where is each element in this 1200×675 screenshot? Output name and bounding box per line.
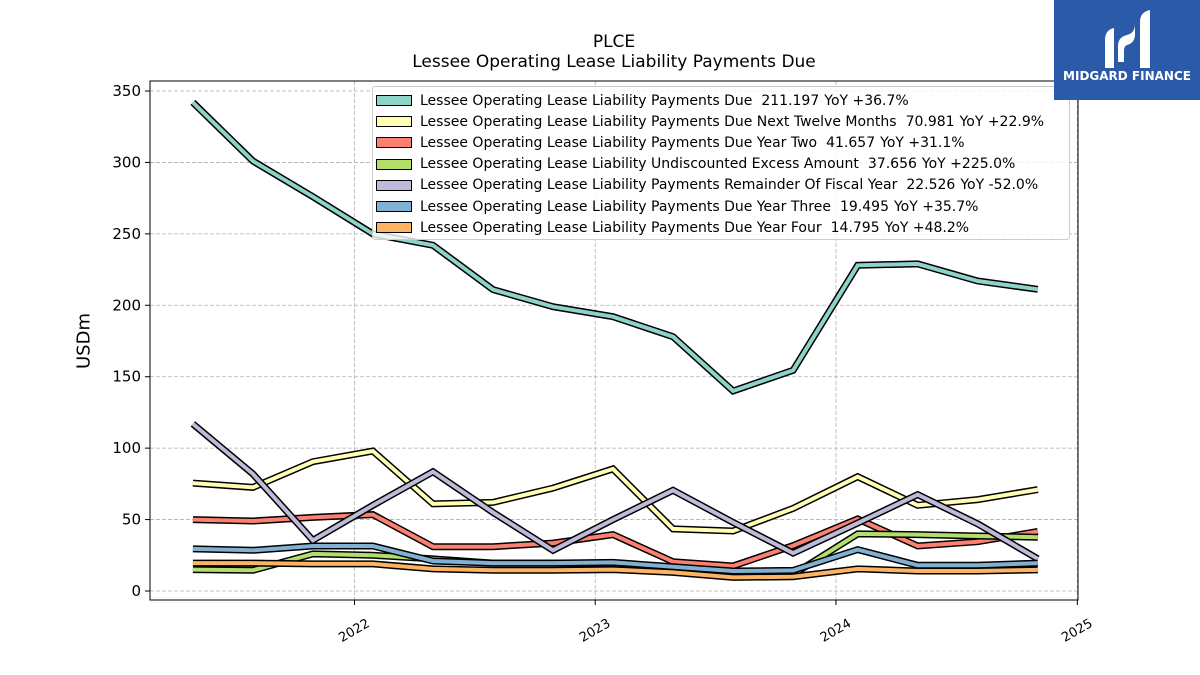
series-line-payments-due-year-three bbox=[192, 544, 1038, 574]
legend-latest-value: 19.495 bbox=[839, 198, 889, 215]
chart-title: PLCE bbox=[593, 32, 635, 52]
legend: Lessee Operating Lease Liability Payment… bbox=[372, 86, 1070, 240]
y-tick-label: 100 bbox=[112, 439, 141, 457]
series-line-payments-due bbox=[191, 100, 1039, 394]
legend-yoy: YoY +31.1% bbox=[880, 134, 965, 151]
legend-entry: Lessee Operating Lease Liability Payment… bbox=[376, 217, 1069, 238]
legend-entry: Lessee Operating Lease Liability Undisco… bbox=[376, 154, 1069, 175]
series-lines bbox=[190, 99, 1040, 581]
legend-label: Lessee Operating Lease Liability Payment… bbox=[420, 219, 822, 236]
legend-label: Lessee Operating Lease Liability Undisco… bbox=[420, 156, 859, 173]
legend-entry: Lessee Operating Lease Liability Payment… bbox=[376, 111, 1069, 132]
legend-latest-value: 211.197 bbox=[761, 92, 820, 109]
legend-label: Lessee Operating Lease Liability Payment… bbox=[420, 177, 898, 194]
legend-swatch bbox=[376, 222, 412, 234]
legend-entry: Lessee Operating Lease Liability Payment… bbox=[376, 175, 1069, 196]
brand-logo: MIDGARD FINANCE bbox=[1054, 0, 1200, 100]
legend-label: Lessee Operating Lease Liability Payment… bbox=[420, 134, 818, 151]
legend-yoy: YoY +48.2% bbox=[884, 219, 970, 236]
y-tick-label: 350 bbox=[112, 82, 141, 100]
legend-swatch bbox=[376, 95, 412, 107]
legend-yoy: YoY +35.7% bbox=[893, 198, 979, 215]
series-line-payments-remainder-of-fiscal-year bbox=[191, 422, 1039, 561]
series-line-payments-due-year-four bbox=[192, 561, 1038, 580]
legend-label: Lessee Operating Lease Liability Payment… bbox=[420, 198, 831, 215]
legend-entry: Lessee Operating Lease Liability Payment… bbox=[376, 132, 1069, 153]
y-tick-label: 250 bbox=[112, 225, 141, 243]
plot-frame bbox=[149, 80, 1079, 601]
legend-swatch bbox=[376, 179, 412, 191]
legend-swatch bbox=[376, 116, 412, 128]
midgard-logo-icon bbox=[1105, 10, 1150, 68]
y-axis-label: USDm bbox=[74, 313, 95, 369]
y-tick-label: 150 bbox=[112, 368, 141, 386]
legend-latest-value: 37.656 bbox=[867, 156, 917, 173]
legend-label: Lessee Operating Lease Liability Payment… bbox=[420, 92, 753, 109]
series-line-payments-due-next-twelve-months bbox=[192, 448, 1039, 534]
legend-swatch bbox=[376, 201, 412, 213]
legend-label: Lessee Operating Lease Liability Payment… bbox=[420, 113, 897, 130]
logo-wordmark: MIDGARD FINANCE bbox=[1063, 69, 1191, 83]
y-tick-label: 50 bbox=[122, 511, 141, 529]
legend-yoy: YoY +36.7% bbox=[824, 92, 909, 109]
legend-yoy: YoY -52.0% bbox=[960, 177, 1039, 194]
legend-yoy: YoY +225.0% bbox=[921, 156, 1016, 173]
y-tick-label: 200 bbox=[112, 296, 141, 314]
legend-entry: Lessee Operating Lease Liability Payment… bbox=[376, 196, 1069, 217]
chart-subtitle: Lessee Operating Lease Liability Payment… bbox=[412, 52, 816, 72]
legend-swatch bbox=[376, 158, 412, 170]
legend-latest-value: 14.795 bbox=[830, 219, 880, 236]
y-tick-label: 0 bbox=[131, 582, 141, 600]
legend-latest-value: 22.526 bbox=[906, 177, 956, 194]
y-tick-label: 300 bbox=[112, 153, 141, 171]
legend-latest-value: 70.981 bbox=[905, 113, 955, 130]
legend-yoy: YoY +22.9% bbox=[959, 113, 1045, 130]
legend-latest-value: 41.657 bbox=[826, 134, 876, 151]
legend-entry: Lessee Operating Lease Liability Payment… bbox=[376, 90, 1069, 111]
legend-swatch bbox=[376, 137, 412, 149]
